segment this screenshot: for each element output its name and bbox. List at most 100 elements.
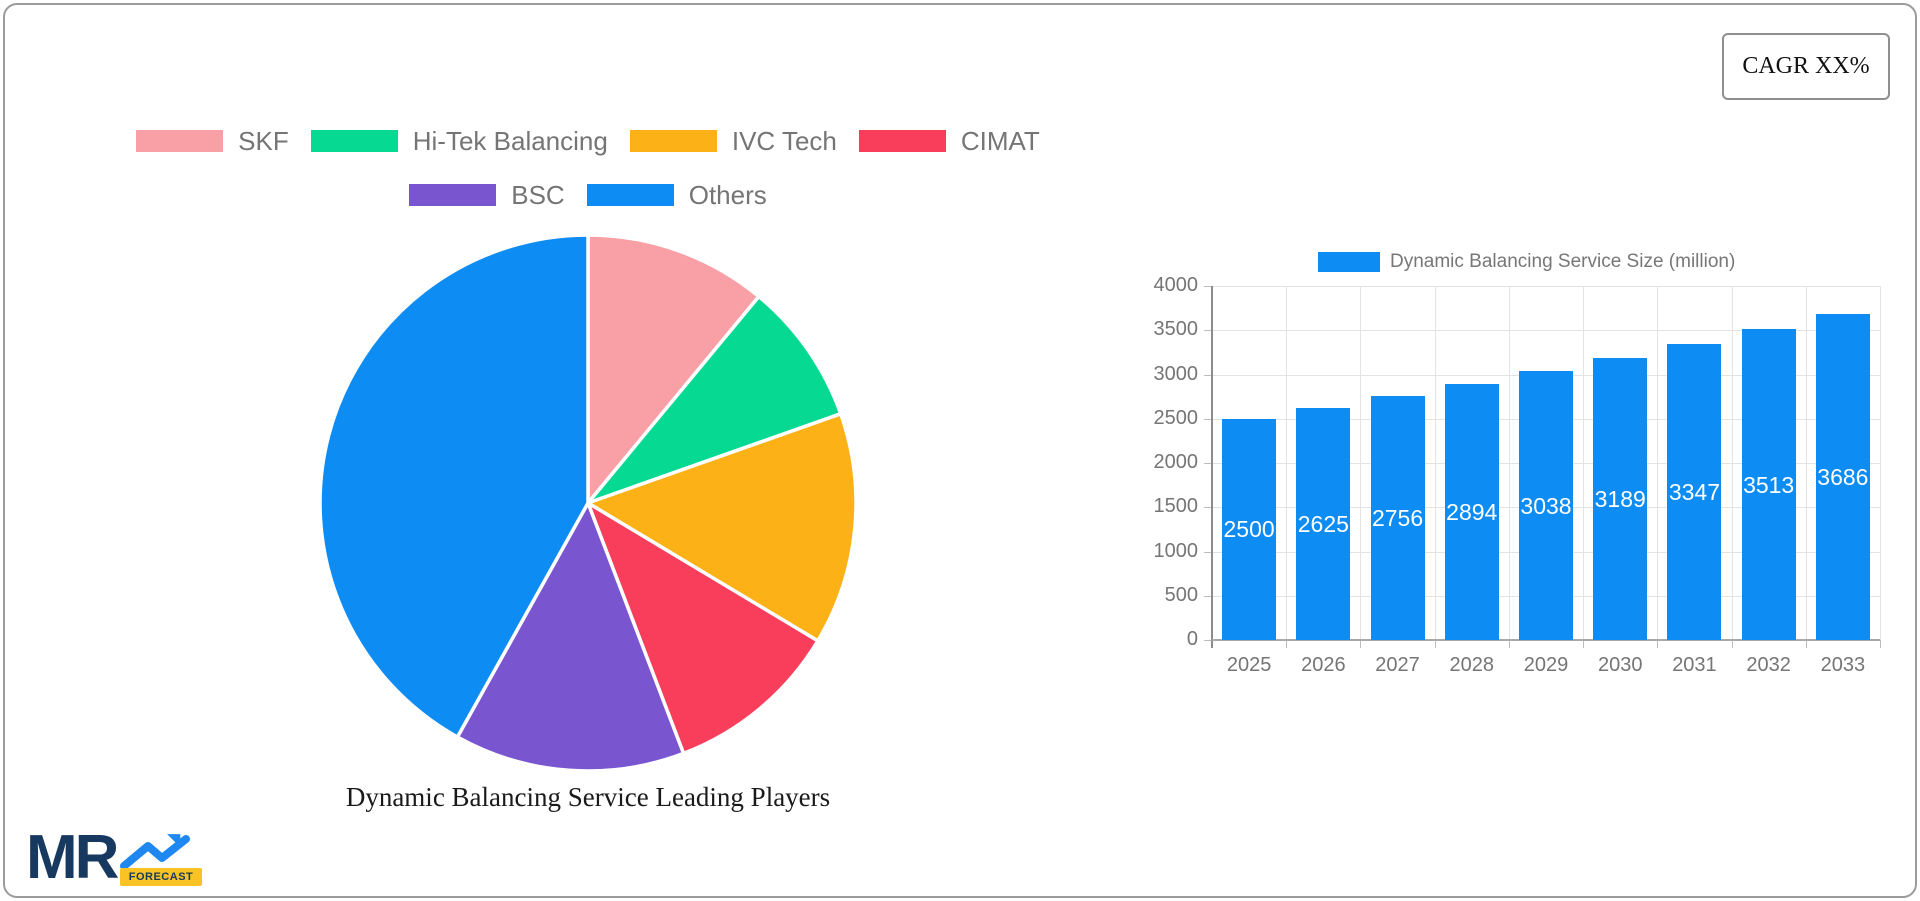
bar-value-label: 2756 xyxy=(1371,505,1424,532)
bar-2027 xyxy=(1370,396,1425,640)
x-tick-label: 2028 xyxy=(1449,654,1495,676)
bar-chart: 0 500 1000 1500 2000 2500 3000 3500 4000 2500 2025… xyxy=(1154,274,1881,676)
x-tick-label: 2025 xyxy=(1226,654,1272,676)
y-tick-label: 2500 xyxy=(1153,406,1199,429)
bar-value-label: 2625 xyxy=(1297,510,1349,537)
legend-swatch-ivc-tech xyxy=(629,130,717,152)
legend-item-bsc[interactable]: BSC xyxy=(409,180,565,210)
y-tick-label: 3000 xyxy=(1153,362,1199,385)
pie-chart-title: Dynamic Balancing Service Leading Player… xyxy=(345,782,831,812)
x-gridline xyxy=(1508,286,1510,640)
y-tick-label: 1000 xyxy=(1153,539,1199,562)
bar-value-label: 3189 xyxy=(1594,485,1646,512)
x-gridline xyxy=(1880,286,1881,640)
legend-swatch-cimat xyxy=(858,130,946,152)
y-tick-label: 1500 xyxy=(1153,495,1199,518)
bar-legend-swatch xyxy=(1318,252,1380,272)
legend-label: Others xyxy=(688,180,767,210)
mr-forecast-logo: MR FORECAST xyxy=(26,823,206,892)
y-tick-mark xyxy=(1204,418,1212,420)
legend-swatch-hi-tek-balancing xyxy=(310,130,398,152)
x-tick-label: 2029 xyxy=(1523,654,1569,676)
x-tick-mark xyxy=(1434,640,1436,648)
trend-arrow-icon xyxy=(120,834,190,870)
x-tick-mark xyxy=(1880,640,1881,648)
bar-2028 xyxy=(1444,383,1499,640)
x-tick-mark xyxy=(1657,640,1659,648)
pie-legend-row: SKF Hi-Tek Balancing IVC Tech CIMAT xyxy=(136,126,1040,156)
y-tick-mark xyxy=(1204,286,1212,287)
legend-label: CIMAT xyxy=(960,126,1040,156)
y-gridline xyxy=(1212,286,1880,287)
legend-item-cimat[interactable]: CIMAT xyxy=(858,126,1040,156)
pie-slice-ivc-tech xyxy=(586,412,858,643)
x-tick-mark xyxy=(1360,640,1362,648)
x-tick-mark xyxy=(1805,640,1807,648)
y-tick-mark xyxy=(1204,595,1212,597)
x-gridline xyxy=(1583,286,1585,640)
bar-2029 xyxy=(1519,371,1573,640)
y-tick-label: 500 xyxy=(1164,583,1198,606)
bar-value-label: 3513 xyxy=(1743,471,1795,498)
bar-value-label: 3347 xyxy=(1668,478,1721,505)
y-tick-mark xyxy=(1204,463,1212,464)
x-tick-mark xyxy=(1508,640,1510,648)
bar-2031 xyxy=(1667,343,1722,640)
bar-value-label: 2894 xyxy=(1446,498,1498,525)
x-gridline xyxy=(1805,286,1807,640)
legend-item-skf[interactable]: SKF xyxy=(136,126,289,156)
pie-slice-cimat xyxy=(586,501,820,756)
logo-badge: FORECAST xyxy=(120,868,202,886)
x-tick-label: 2026 xyxy=(1301,654,1346,676)
x-gridline xyxy=(1657,286,1659,640)
y-tick-label: 3500 xyxy=(1153,318,1199,341)
legend-item-others[interactable]: Others xyxy=(586,180,767,210)
y-tick-mark xyxy=(1204,640,1212,641)
legend-item-hi-tek-balancing[interactable]: Hi-Tek Balancing xyxy=(310,126,608,156)
bar-2025 xyxy=(1222,418,1277,640)
pie-legend: SKF Hi-Tek Balancing IVC Tech CIMAT BSC Other… xyxy=(98,126,1078,210)
x-tick-mark xyxy=(1583,640,1585,648)
bar-legend-label: Dynamic Balancing Service Size (million) xyxy=(1390,251,1736,272)
y-tick-label: 4000 xyxy=(1153,274,1199,296)
x-tick-mark xyxy=(1286,640,1288,648)
y-tick-label: 2000 xyxy=(1153,451,1199,473)
x-gridline xyxy=(1360,286,1362,640)
bar-2033 xyxy=(1815,313,1870,640)
cagr-badge: CAGR XX% xyxy=(1722,33,1890,100)
legend-label: Hi-Tek Balancing xyxy=(412,126,608,156)
y-tick-mark xyxy=(1204,551,1212,553)
legend-label: IVC Tech xyxy=(731,126,837,156)
y-axis-line xyxy=(1211,286,1213,648)
bar-2032 xyxy=(1741,329,1796,640)
logo-text: MR xyxy=(26,823,119,892)
y-tick-mark xyxy=(1204,507,1212,509)
x-tick-label: 2032 xyxy=(1746,654,1791,676)
legend-label: BSC xyxy=(511,180,565,210)
x-tick-label: 2031 xyxy=(1672,654,1717,676)
legend-swatch-skf xyxy=(136,130,224,152)
bar-value-label: 3038 xyxy=(1520,492,1572,519)
pie-chart xyxy=(318,233,858,773)
x-tick-mark xyxy=(1731,640,1733,648)
legend-item-ivc-tech[interactable]: IVC Tech xyxy=(629,126,837,156)
x-gridline xyxy=(1731,286,1733,640)
x-gridline xyxy=(1286,286,1288,640)
pie-slice-skf xyxy=(586,233,761,505)
y-tick-label: 0 xyxy=(1186,628,1198,650)
x-axis-line xyxy=(1212,639,1880,641)
y-tick-mark xyxy=(1204,374,1212,376)
bar-value-label: 2500 xyxy=(1223,516,1275,543)
pie-slice-bsc xyxy=(455,501,686,773)
legend-swatch-bsc xyxy=(409,184,497,206)
x-gridline xyxy=(1434,286,1436,640)
y-gridline xyxy=(1212,330,1880,332)
cagr-label: CAGR XX% xyxy=(1742,53,1870,79)
legend-label: SKF xyxy=(238,126,289,156)
pie-slice-hi-tek-balancing xyxy=(586,294,843,505)
legend-swatch-others xyxy=(586,184,674,206)
pie-legend-row: BSC Others xyxy=(409,180,767,210)
bar-2030 xyxy=(1593,357,1648,640)
bar-legend-item[interactable]: Dynamic Balancing Service Size (million) xyxy=(1318,251,1735,273)
x-tick-label: 2033 xyxy=(1820,654,1866,676)
